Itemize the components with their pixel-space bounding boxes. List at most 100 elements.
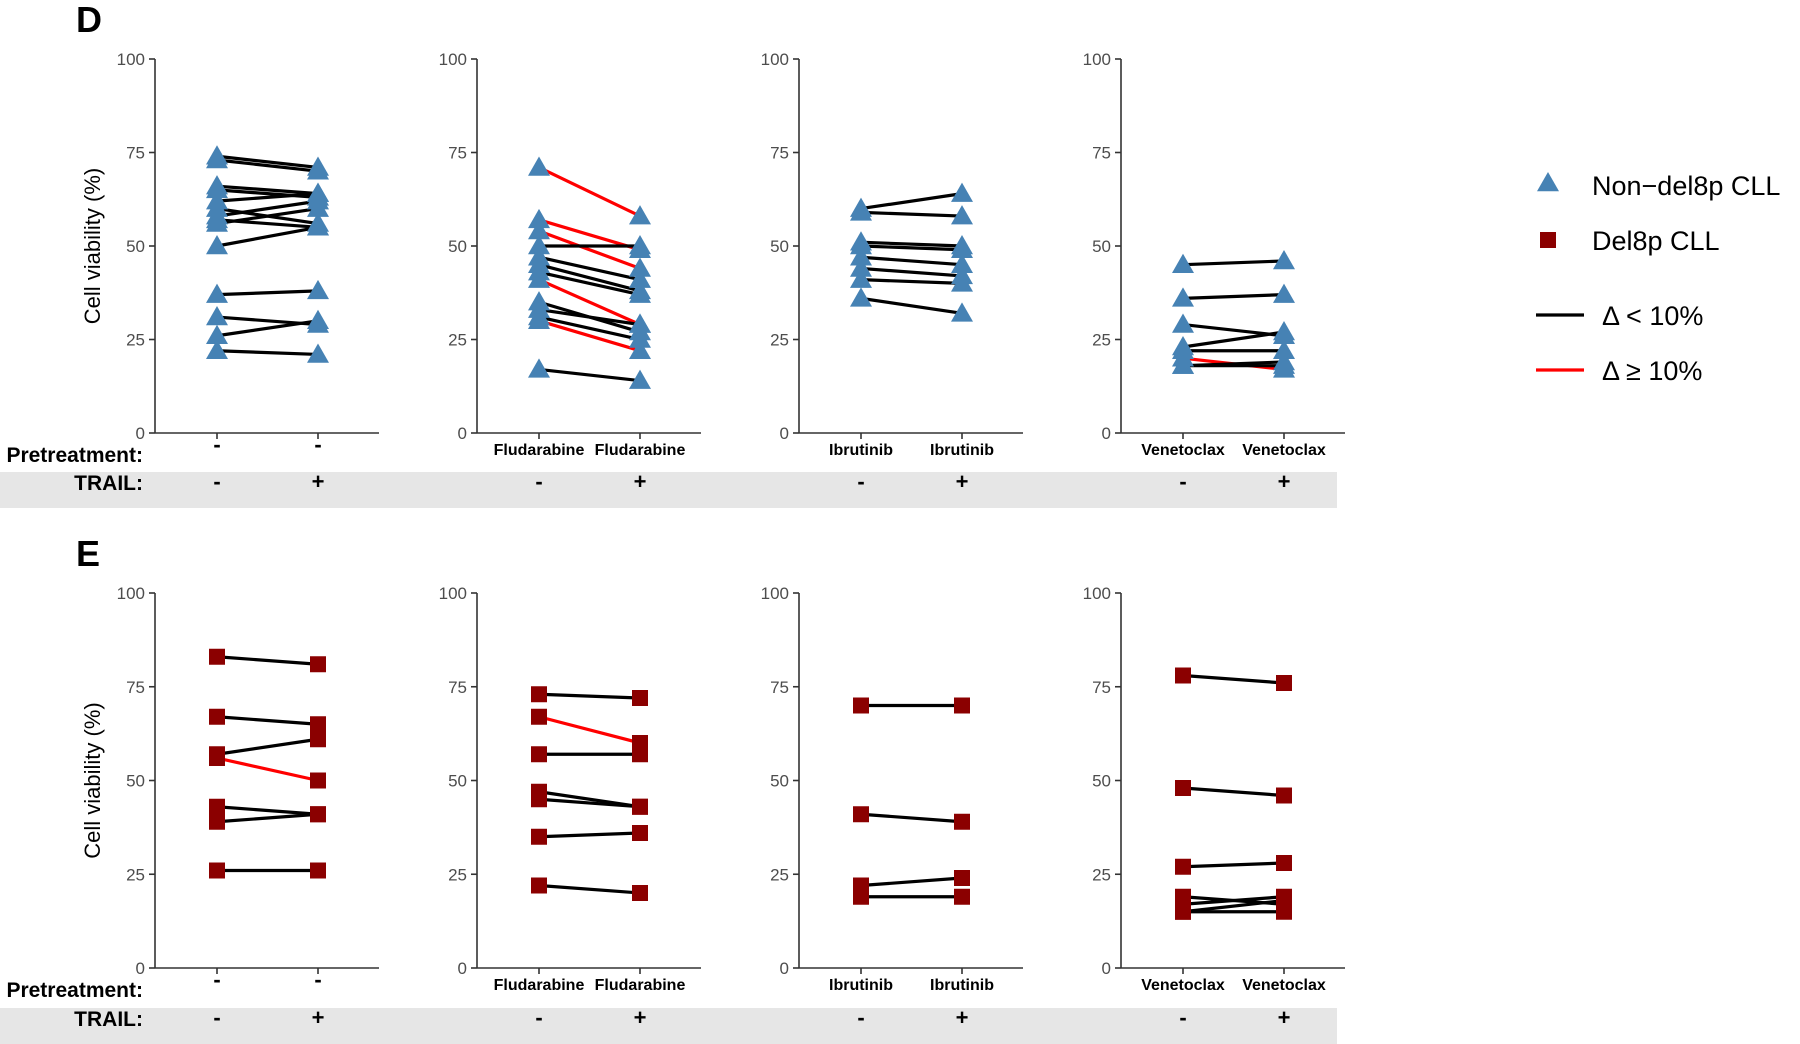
data-point-square <box>954 870 970 886</box>
data-point-triangle <box>528 220 550 240</box>
data-point-triangle <box>307 279 329 300</box>
data-point-triangle <box>629 283 651 303</box>
data-point-triangle <box>850 287 872 307</box>
y-tick-label: 25 <box>770 331 789 350</box>
y-tick-label: 0 <box>780 424 789 443</box>
data-point-triangle <box>1172 287 1194 307</box>
y-tick-label: 0 <box>1102 959 1111 978</box>
trail-label: - <box>1179 1005 1186 1030</box>
y-tick-label: 25 <box>448 865 467 884</box>
y-tick-label: 0 <box>458 959 467 978</box>
patient-line <box>216 805 319 816</box>
patient-line <box>216 319 319 338</box>
data-point-triangle <box>629 205 651 225</box>
y-tick-label: 75 <box>448 144 467 163</box>
legend-label: Del8p CLL <box>1592 226 1720 256</box>
trail-label: + <box>312 469 325 494</box>
data-point-triangle <box>206 339 228 359</box>
y-tick-label: 100 <box>439 584 467 603</box>
trail-label: + <box>634 469 647 494</box>
y-tick-label: 75 <box>770 678 789 697</box>
y-tick-label: 100 <box>761 584 789 603</box>
data-point-triangle <box>528 156 550 176</box>
patient-line <box>1182 898 1285 914</box>
patient-line <box>538 270 641 297</box>
data-point-triangle <box>206 178 228 199</box>
patient-line <box>216 349 319 357</box>
trail-label: - <box>213 469 220 494</box>
trail-label: + <box>956 1005 969 1030</box>
data-point-triangle <box>307 160 329 180</box>
trail-row-band <box>0 1008 1337 1044</box>
data-point-triangle <box>951 182 973 202</box>
patient-line <box>860 210 963 218</box>
trail-label: - <box>213 1005 220 1030</box>
legend: Non−del8p CLL Del8p CLL Δ < 10% Δ ≥ 10% <box>1536 171 1780 386</box>
data-point-triangle <box>206 306 228 326</box>
patient-line <box>538 278 641 327</box>
data-point-square <box>531 686 547 703</box>
y-tick-label: 100 <box>439 50 467 69</box>
data-point-square <box>1276 855 1292 871</box>
data-point-square <box>310 731 326 748</box>
patient-line <box>1182 786 1285 798</box>
data-point-triangle <box>307 309 329 330</box>
data-point-triangle <box>1172 313 1194 333</box>
patient-line <box>216 184 319 196</box>
subplot-E-1: 0 25 50 75 100 - - - + <box>117 584 379 1030</box>
data-point-triangle <box>629 339 651 359</box>
patient-line <box>538 883 641 895</box>
pretreatment-label: Ibrutinib <box>829 442 893 459</box>
patient-line <box>538 263 641 293</box>
patient-line <box>860 812 963 824</box>
patient-line <box>1182 330 1285 349</box>
legend-square-marker <box>1540 232 1556 248</box>
patient-line <box>538 692 641 700</box>
y-tick-label: 100 <box>117 584 145 603</box>
y-tick-label: 100 <box>117 50 145 69</box>
data-point-triangle <box>206 212 228 232</box>
patient-line <box>538 255 641 282</box>
y-tick-label: 0 <box>136 959 145 978</box>
y-axis-title: Cell viability (%) <box>80 168 105 324</box>
data-point-square <box>310 656 326 673</box>
panel-letter: E <box>76 533 100 574</box>
patient-line <box>538 229 641 270</box>
patient-line <box>538 315 641 342</box>
y-tick-label: 0 <box>458 424 467 443</box>
data-point-triangle <box>528 309 550 330</box>
y-tick-label: 75 <box>770 144 789 163</box>
data-point-square <box>853 888 869 905</box>
trail-label: - <box>535 469 542 494</box>
data-point-triangle <box>951 302 973 322</box>
data-point-square <box>954 888 970 905</box>
data-point-triangle <box>1273 339 1295 359</box>
pretreatment-label: Ibrutinib <box>930 442 994 459</box>
pretreatment-label: Fludarabine <box>494 442 585 459</box>
data-point-square <box>632 798 648 815</box>
patient-line <box>860 255 963 267</box>
y-tick-label: 50 <box>448 237 467 256</box>
data-point-square <box>1276 675 1292 691</box>
data-point-triangle <box>528 235 550 255</box>
y-tick-label: 100 <box>1083 50 1111 69</box>
data-point-triangle <box>629 313 651 333</box>
patient-line <box>1182 861 1285 869</box>
data-point-square <box>209 798 225 815</box>
y-tick-label: 50 <box>770 237 789 256</box>
data-point-square <box>632 690 648 706</box>
patient-line <box>538 307 641 327</box>
y-tick-label: 0 <box>136 424 145 443</box>
y-tick-label: 25 <box>448 331 467 350</box>
patient-line <box>216 192 319 203</box>
patient-line <box>860 240 963 248</box>
y-axis-title: Cell viability (%) <box>80 702 105 858</box>
subplot-E-3: 0 25 50 75 100 Ibrutinib Ibrutinib - + <box>761 584 1023 1030</box>
y-tick-label: 75 <box>126 144 145 163</box>
y-tick-label: 75 <box>1092 144 1111 163</box>
data-point-square <box>531 877 547 894</box>
data-point-triangle <box>850 268 872 288</box>
y-tick-label: 0 <box>780 959 789 978</box>
patient-line <box>538 166 641 218</box>
